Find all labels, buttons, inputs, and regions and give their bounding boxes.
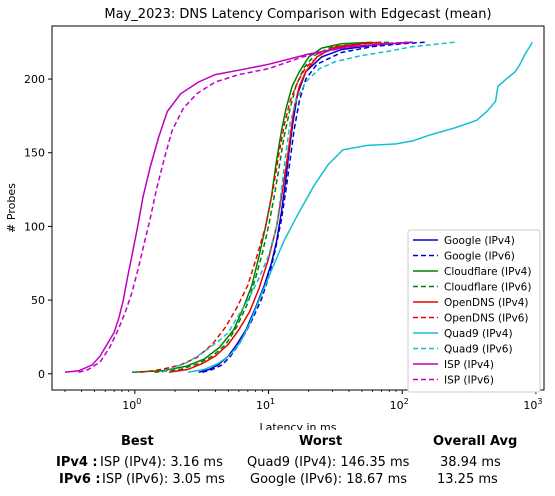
x-tick-label: 102: [390, 397, 409, 412]
legend-label: ISP (IPv4): [444, 359, 494, 371]
legend-label: Google (IPv6): [444, 251, 515, 263]
summary-ipv6-worst: Google (IPv6): 18.67 ms: [250, 472, 408, 487]
summary-ipv4-avg: 38.94 ms: [440, 455, 501, 470]
legend-box: [407, 229, 541, 393]
x-tick-label: 103: [523, 397, 542, 412]
series-line-opendns-ipv6: [140, 41, 382, 374]
series-line-google-ipv6: [202, 41, 426, 374]
summary-ipv4-worst: Quad9 (IPv4): 146.35 ms: [247, 455, 410, 470]
y-tick-label: 50: [31, 294, 45, 307]
series-line-google-ipv4: [198, 41, 413, 374]
series-lines: [64, 41, 533, 374]
series-line-quad9-ipv6: [161, 41, 456, 373]
x-axis: 100 101 102 103: [64, 390, 542, 412]
latency-chart: May_2023: DNS Latency Comparison with Ed…: [5, 7, 545, 430]
legend-label: Google (IPv4): [444, 235, 515, 247]
chart-title: May_2023: DNS Latency Comparison with Ed…: [104, 7, 491, 22]
y-tick-label: 100: [24, 220, 45, 233]
x-tick-label: 101: [256, 397, 275, 412]
y-tick-label: 150: [24, 147, 45, 160]
series-line-cloudflare-ipv4: [131, 41, 373, 374]
legend-label: Quad9 (IPv4): [444, 328, 513, 340]
legend-label: OpenDNS (IPv4): [444, 297, 529, 309]
legend-label: ISP (IPv6): [444, 375, 494, 387]
legend-label: Cloudflare (IPv4): [444, 266, 531, 278]
summary-ipv4-best: ISP (IPv4): 3.16 ms: [100, 455, 223, 470]
series-line-isp-ipv6: [78, 41, 408, 374]
summary-head-worst: Worst: [299, 434, 343, 449]
legend-label: Quad9 (IPv6): [444, 344, 513, 356]
y-axis-label: # Probes: [5, 183, 18, 233]
y-axis: 0 50 100 150 200: [24, 73, 52, 381]
series-line-quad9-ipv4: [187, 41, 533, 374]
series-line-cloudflare-ipv6: [154, 41, 390, 374]
summary-table: Best Worst Overall Avg IPv4 : ISP (IPv4)…: [0, 430, 555, 496]
summary-ipv4-label: IPv4 :: [56, 455, 98, 470]
summary-head-avg: Overall Avg: [433, 434, 518, 449]
summary-ipv6-avg: 13.25 ms: [437, 472, 498, 487]
plot-frame: [51, 25, 545, 391]
legend-label: OpenDNS (IPv6): [444, 313, 529, 325]
legend: Google (IPv4) Google (IPv6) Cloudflare (IP…: [407, 229, 541, 393]
y-tick-label: 0: [38, 368, 45, 381]
summary-ipv6-best: ISP (IPv6): 3.05 ms: [102, 472, 225, 487]
x-axis-label: Latency in ms: [260, 421, 337, 430]
summary-ipv6-label: IPv6 :: [59, 472, 101, 487]
legend-label: Cloudflare (IPv6): [444, 282, 531, 294]
y-tick-label: 200: [24, 73, 45, 86]
x-tick-label: 100: [122, 397, 141, 412]
series-line-isp-ipv4: [64, 41, 413, 374]
summary-head-best: Best: [121, 434, 154, 449]
